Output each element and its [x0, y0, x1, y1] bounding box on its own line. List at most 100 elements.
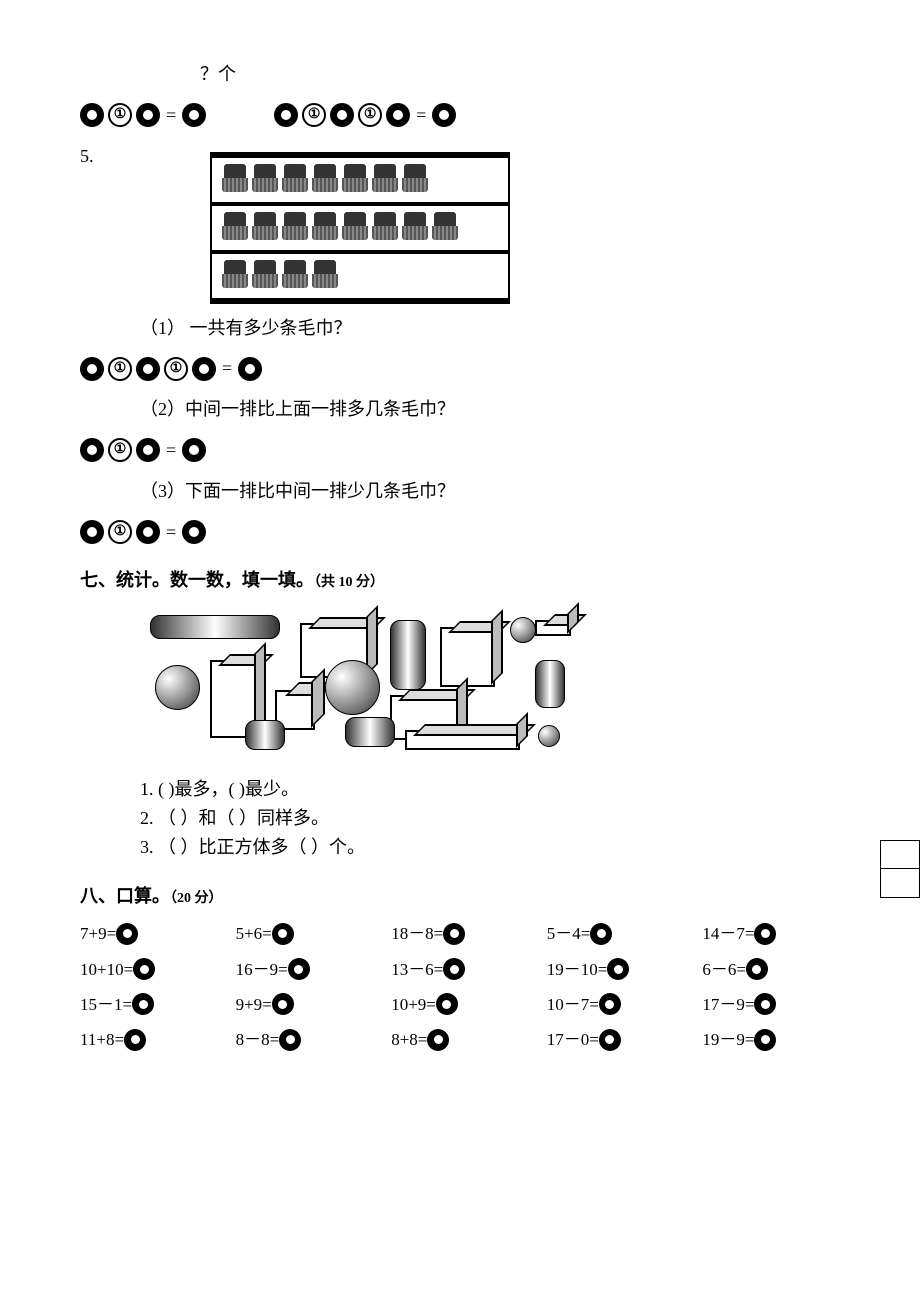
- blank-dot[interactable]: [436, 993, 458, 1015]
- blank-dot[interactable]: [599, 993, 621, 1015]
- cuboid-shape: [535, 620, 571, 636]
- equals: =: [416, 101, 426, 130]
- towel-icon: [312, 212, 338, 244]
- towel-icon: [402, 164, 428, 196]
- eq-short-1: ① =: [80, 101, 206, 130]
- blank-dot[interactable]: [182, 103, 206, 127]
- top-hint: ？个: [200, 60, 840, 89]
- blank-dot[interactable]: [754, 1029, 776, 1051]
- calc-expr: 17－0=: [547, 1026, 599, 1053]
- blank-dot[interactable]: [124, 1029, 146, 1051]
- eq-row-top: ① = ① ① =: [80, 101, 840, 130]
- blank-dot[interactable]: [746, 958, 768, 980]
- cuboid-shape: [405, 730, 520, 750]
- cyl-shape: [245, 720, 285, 750]
- cyl-shape: [150, 615, 280, 639]
- blank-dot[interactable]: [279, 1029, 301, 1051]
- sec8-text: 八、口算。: [80, 886, 170, 906]
- rack-row: [212, 206, 508, 250]
- blank-dot[interactable]: [136, 438, 160, 462]
- calc-cell: 18－8=: [391, 920, 529, 947]
- section-7-title: 七、统计。数一数，填一填。（共 10 分）: [80, 566, 840, 595]
- blank-dot[interactable]: [754, 923, 776, 945]
- blank-dot[interactable]: [192, 357, 216, 381]
- blank-dot[interactable]: [80, 520, 104, 544]
- calc-expr: 10－7=: [547, 991, 599, 1018]
- blank-dot[interactable]: [132, 993, 154, 1015]
- calc-cell: 19－9=: [702, 1026, 840, 1053]
- fill-2: 2. （ ）和（ ）同样多。: [140, 804, 840, 833]
- blank-dot[interactable]: [443, 958, 465, 980]
- calc-expr: 11+8=: [80, 1026, 124, 1053]
- equals: =: [166, 518, 176, 547]
- calc-cell: 7+9=: [80, 920, 218, 947]
- cyl-shape: [535, 660, 565, 708]
- towel-icon: [312, 260, 338, 292]
- blank-dot[interactable]: [80, 103, 104, 127]
- towel-icon: [282, 260, 308, 292]
- sec8-points: （20 分）: [170, 891, 223, 906]
- blank-dot[interactable]: [607, 958, 629, 980]
- sec7-text: 七、统计。数一数，填一填。: [80, 570, 314, 590]
- towel-icon: [252, 164, 278, 196]
- q5-number: 5.: [80, 142, 110, 314]
- blank-dot[interactable]: [272, 923, 294, 945]
- side-cell[interactable]: [881, 869, 919, 897]
- blank-dot[interactable]: [272, 993, 294, 1015]
- calc-cell: 5－4=: [547, 920, 685, 947]
- towel-icon: [402, 212, 428, 244]
- question-5: 5.: [80, 142, 840, 314]
- cyl-shape: [390, 620, 426, 690]
- blank-dot[interactable]: [274, 103, 298, 127]
- op-circle: ①: [108, 520, 132, 544]
- blank-dot[interactable]: [116, 923, 138, 945]
- blank-dot[interactable]: [80, 357, 104, 381]
- blank-dot[interactable]: [182, 520, 206, 544]
- side-cell[interactable]: [881, 841, 919, 869]
- calc-expr: 6－6=: [702, 956, 746, 983]
- blank-dot[interactable]: [427, 1029, 449, 1051]
- towel-icon: [222, 164, 248, 196]
- blank-dot[interactable]: [136, 357, 160, 381]
- equals: =: [222, 354, 232, 383]
- blank-dot[interactable]: [288, 958, 310, 980]
- towel-icon: [252, 212, 278, 244]
- calc-expr: 19－10=: [547, 956, 608, 983]
- blank-dot[interactable]: [443, 923, 465, 945]
- equals: =: [166, 436, 176, 465]
- blank-dot[interactable]: [386, 103, 410, 127]
- calc-cell: 11+8=: [80, 1026, 218, 1053]
- q5-3-eq: ① =: [80, 518, 840, 547]
- blank-dot[interactable]: [590, 923, 612, 945]
- blank-dot[interactable]: [330, 103, 354, 127]
- eq-long-1: ① ① =: [274, 101, 456, 130]
- calc-expr: 8+8=: [391, 1026, 427, 1053]
- calc-expr: 10+9=: [391, 991, 436, 1018]
- calc-expr: 17－9=: [702, 991, 754, 1018]
- q5-3-label: （3）下面一排比中间一排少几条毛巾？: [140, 477, 840, 506]
- towel-rack: [210, 152, 510, 304]
- blank-dot[interactable]: [136, 520, 160, 544]
- calc-expr: 10+10=: [80, 956, 133, 983]
- blank-dot[interactable]: [238, 357, 262, 381]
- towel-icon: [372, 164, 398, 196]
- blank-dot[interactable]: [432, 103, 456, 127]
- blank-dot[interactable]: [136, 103, 160, 127]
- rack-row: [212, 158, 508, 202]
- blank-dot[interactable]: [754, 993, 776, 1015]
- blank-dot[interactable]: [599, 1029, 621, 1051]
- q5-2-eq: ① =: [80, 436, 840, 465]
- calc-expr: 15－1=: [80, 991, 132, 1018]
- towel-icon: [372, 212, 398, 244]
- op-circle: ①: [164, 357, 188, 381]
- towel-icon: [282, 164, 308, 196]
- blank-dot[interactable]: [182, 438, 206, 462]
- blank-dot[interactable]: [133, 958, 155, 980]
- ball-shape: [538, 725, 560, 747]
- op-circle: ①: [108, 438, 132, 462]
- blank-dot[interactable]: [80, 438, 104, 462]
- op-circle: ①: [108, 357, 132, 381]
- fill-1: 1. ( )最多，( )最少。: [140, 775, 840, 804]
- calc-expr: 18－8=: [391, 920, 443, 947]
- calc-cell: 17－9=: [702, 991, 840, 1018]
